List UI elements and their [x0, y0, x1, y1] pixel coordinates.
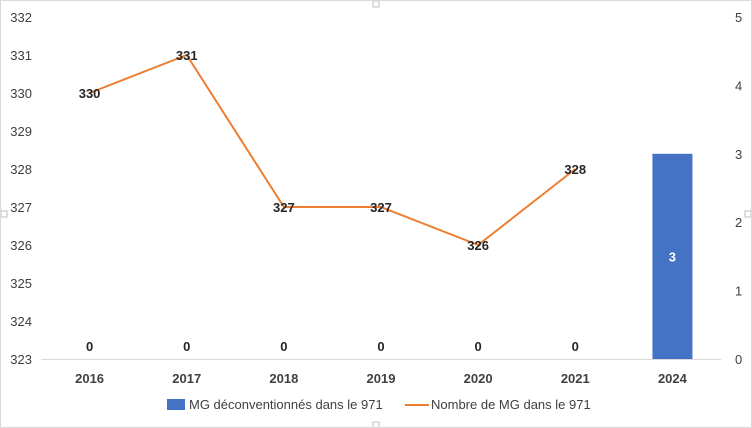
secondary-y-tick-label: 1 [735, 284, 742, 299]
primary-y-axis: 323 324 325 326 327 328 329 330 331 332 [10, 10, 32, 367]
secondary-y-tick-label: 4 [735, 78, 742, 93]
primary-y-tick-label: 328 [10, 162, 32, 177]
line-data-label: 330 [79, 86, 101, 101]
line-data-label: 327 [273, 200, 295, 215]
line-data-label: 326 [467, 238, 489, 253]
legend-swatch-bar [167, 399, 185, 410]
bar-data-label: 0 [86, 339, 93, 354]
primary-y-tick-label: 331 [10, 48, 32, 63]
bar-data-label: 0 [572, 339, 579, 354]
primary-y-tick-label: 327 [10, 200, 32, 215]
selection-handle [1, 210, 8, 218]
x-tick-label: 2017 [172, 371, 201, 386]
x-axis: 2016 2017 2018 2019 2020 2021 2024 [41, 359, 721, 386]
bar-data-label: 0 [377, 339, 384, 354]
primary-y-tick-label: 329 [10, 124, 32, 139]
selection-handle [744, 210, 751, 218]
secondary-y-tick-label: 2 [735, 215, 742, 230]
primary-y-tick-label: 330 [10, 86, 32, 101]
secondary-y-tick-label: 0 [735, 352, 742, 367]
primary-y-tick-label: 324 [10, 314, 32, 329]
secondary-y-tick-label: 5 [735, 10, 742, 25]
bar-data-label: 0 [475, 339, 482, 354]
bar-data-label: 0 [280, 339, 287, 354]
line-data-label: 328 [564, 162, 586, 177]
secondary-y-axis: 0 1 2 3 4 5 [735, 10, 742, 367]
legend-label-bar: MG déconventionnés dans le 971 [189, 397, 383, 412]
secondary-y-tick-label: 3 [735, 147, 742, 162]
line-data-label: 331 [176, 48, 198, 63]
x-tick-label: 2016 [75, 371, 104, 386]
line-data-label: 327 [370, 200, 392, 215]
line-series: 330 331 327 327 326 328 [79, 48, 586, 253]
primary-y-tick-label: 325 [10, 276, 32, 291]
selection-handle [372, 1, 380, 8]
bar-data-label: 0 [183, 339, 190, 354]
bar [652, 153, 693, 359]
x-tick-label: 2024 [658, 371, 688, 386]
primary-y-tick-label: 332 [10, 10, 32, 25]
bar-data-label: 3 [669, 249, 676, 264]
x-tick-label: 2020 [464, 371, 493, 386]
legend: MG déconventionnés dans le 971 Nombre de… [167, 397, 591, 412]
selection-handle [372, 421, 380, 427]
x-tick-label: 2018 [269, 371, 298, 386]
primary-y-tick-label: 326 [10, 238, 32, 253]
legend-label-line: Nombre de MG dans le 971 [431, 397, 591, 412]
x-tick-label: 2021 [561, 371, 590, 386]
primary-y-tick-label: 323 [10, 352, 32, 367]
series-line [89, 54, 576, 246]
x-tick-label: 2019 [367, 371, 396, 386]
bar-series: 0 0 0 0 0 0 3 [86, 153, 693, 359]
